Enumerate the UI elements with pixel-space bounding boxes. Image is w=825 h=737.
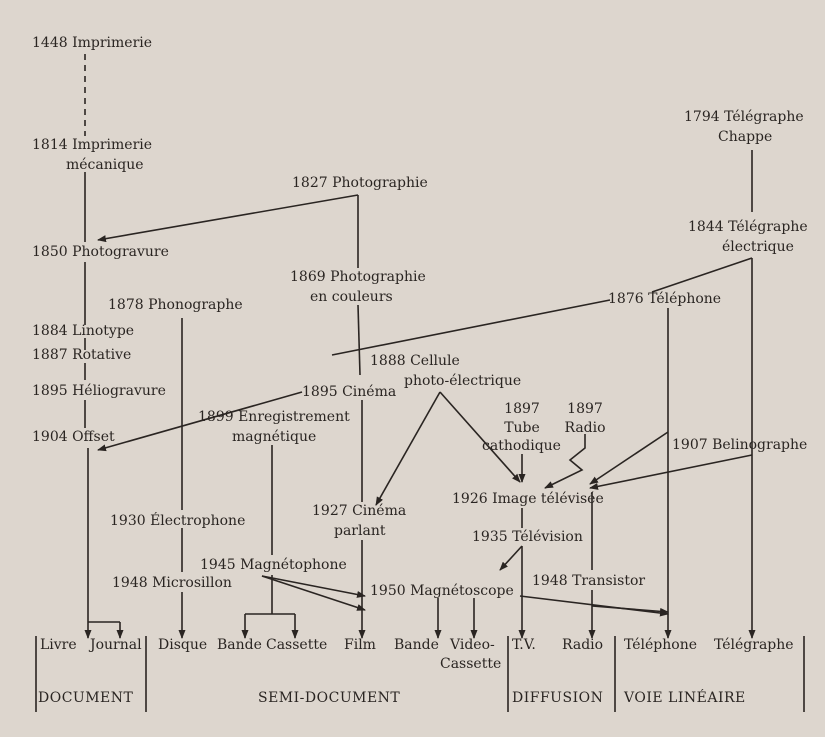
- output-bande-audio: Bande: [217, 637, 262, 653]
- node-radio-label: Radio: [564, 420, 606, 436]
- category-diffusion: DIFFUSION: [512, 690, 604, 706]
- node-belinographe: 1907 Belinographe: [672, 437, 808, 453]
- node-photographie-couleurs-line1: 1869 Photographie: [290, 269, 426, 285]
- node-cellule-line1: 1888 Cellule: [370, 353, 460, 369]
- node-photographie-couleurs-line2: en couleurs: [310, 289, 393, 305]
- node-photogravure: 1850 Photogravure: [32, 244, 169, 260]
- node-television: 1935 Télévision: [472, 529, 583, 545]
- node-telephone: 1876 Téléphone: [608, 291, 722, 307]
- node-cinema-parlant-line2: parlant: [334, 523, 386, 539]
- output-telephone: Téléphone: [624, 637, 698, 653]
- node-microsillon: 1948 Microsillon: [112, 575, 232, 591]
- output-video-cassette-line2: Cassette: [440, 656, 502, 672]
- node-electrophone: 1930 Électrophone: [110, 513, 246, 529]
- node-magnetoscope: 1950 Magnétoscope: [370, 583, 514, 599]
- output-tv: T.V.: [512, 637, 536, 653]
- node-imprimerie-mecanique-line2: mécanique: [66, 157, 144, 173]
- output-radio: Radio: [562, 637, 604, 653]
- category-semi-document: SEMI-DOCUMENT: [258, 690, 401, 706]
- output-video-cassette-line1: Video-: [450, 637, 495, 653]
- output-film: Film: [344, 637, 376, 653]
- node-cinema: 1895 Cinéma: [302, 384, 397, 400]
- node-telegraphe-electrique-line2: électrique: [722, 239, 794, 255]
- node-phonographe: 1878 Phonographe: [108, 297, 243, 313]
- node-telegraphe-chappe-line2: Chappe: [718, 129, 773, 145]
- node-photographie: 1827 Photographie: [292, 175, 428, 191]
- category-document: DOCUMENT: [38, 690, 134, 706]
- node-imprimerie-mecanique-line1: 1814 Imprimerie: [32, 137, 153, 153]
- node-radio-year: 1897: [567, 401, 603, 417]
- node-cellule-line2: photo-électrique: [404, 373, 522, 389]
- node-magnetophone: 1945 Magnétophone: [200, 557, 347, 573]
- node-enregistrement-line1: 1899 Enregistrement: [198, 409, 350, 425]
- node-heliogravure: 1895 Héliogravure: [32, 383, 166, 399]
- node-offset: 1904 Offset: [32, 429, 115, 445]
- node-tube-year: 1897: [504, 401, 540, 417]
- node-telegraphe-chappe-line1: 1794 Télégraphe: [684, 109, 804, 125]
- node-linotype: 1884 Linotype: [32, 323, 135, 339]
- output-cassette: Cassette: [266, 637, 328, 653]
- node-transistor: 1948 Transistor: [532, 573, 646, 589]
- node-telegraphe-electrique-line1: 1844 Télégraphe: [688, 219, 808, 235]
- node-tube-cathodique: cathodique: [482, 438, 561, 454]
- node-imprimerie: 1448 Imprimerie: [32, 35, 153, 51]
- output-journal: Journal: [90, 637, 142, 653]
- output-telegraphe: Télégraphe: [714, 637, 794, 653]
- output-bande-video: Bande: [394, 637, 439, 653]
- node-cinema-parlant-line1: 1927 Cinéma: [312, 503, 407, 519]
- node-enregistrement-line2: magnétique: [232, 429, 317, 445]
- node-tube-label: Tube: [504, 420, 540, 436]
- output-disque: Disque: [158, 637, 208, 653]
- node-rotative: 1887 Rotative: [32, 347, 132, 363]
- output-livre: Livre: [40, 637, 77, 653]
- node-image-televisee: 1926 Image télévisée: [452, 491, 604, 507]
- category-voie-lineaire: VOIE LINÉAIRE: [624, 690, 746, 706]
